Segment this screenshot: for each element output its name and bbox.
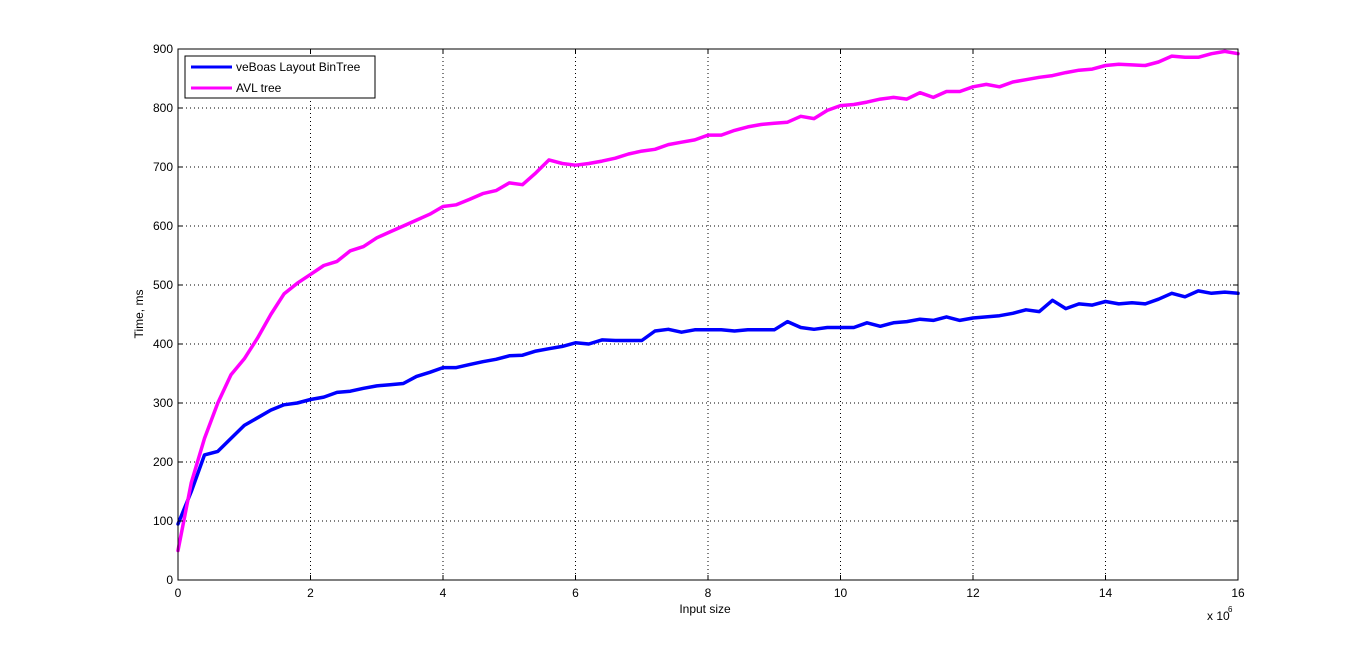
series-line-veboas	[176, 289, 1240, 526]
x-tick-label: 12	[966, 586, 980, 600]
x-multiplier: x 10 6	[1207, 605, 1233, 623]
y-tick-label: 100	[153, 514, 173, 528]
grid-lines	[178, 49, 1238, 580]
x-tick-label: 4	[440, 586, 447, 600]
y-tick-label: 0	[166, 573, 173, 587]
x-multiplier-exponent: 6	[1228, 605, 1233, 614]
data-series	[176, 49, 1240, 553]
y-tick-label: 700	[153, 160, 173, 174]
y-tick-label: 500	[153, 278, 173, 292]
x-tick-label: 0	[175, 586, 182, 600]
legend-label-avl: AVL tree	[236, 81, 282, 95]
axis-ticks: 0 2 4 6 8 10 12 14 16 0 100 200 300 400 500 600 700 800 90…	[153, 42, 1245, 600]
y-tick-label: 300	[153, 396, 173, 410]
y-axis-label: Time, ms	[132, 290, 146, 339]
plot-area	[178, 49, 1238, 580]
y-tick-label: 200	[153, 455, 173, 469]
legend-box	[184, 55, 376, 99]
x-tick-label: 14	[1099, 586, 1113, 600]
y-tick-label: 900	[153, 42, 173, 56]
x-tick-label: 2	[307, 586, 314, 600]
legend: veBoas Layout BinTree AVL tree	[184, 55, 376, 99]
x-tick-label: 16	[1231, 586, 1245, 600]
series-line-avl	[176, 49, 1240, 553]
legend-label-veboas: veBoas Layout BinTree	[236, 60, 361, 74]
y-tick-label: 400	[153, 337, 173, 351]
x-tick-label: 10	[834, 586, 848, 600]
x-axis-label: Input size	[679, 602, 731, 616]
y-tick-label: 800	[153, 101, 173, 115]
x-multiplier-base: x 10	[1207, 609, 1230, 623]
x-tick-label: 8	[705, 586, 712, 600]
y-tick-label: 600	[153, 219, 173, 233]
x-tick-label: 6	[572, 586, 579, 600]
